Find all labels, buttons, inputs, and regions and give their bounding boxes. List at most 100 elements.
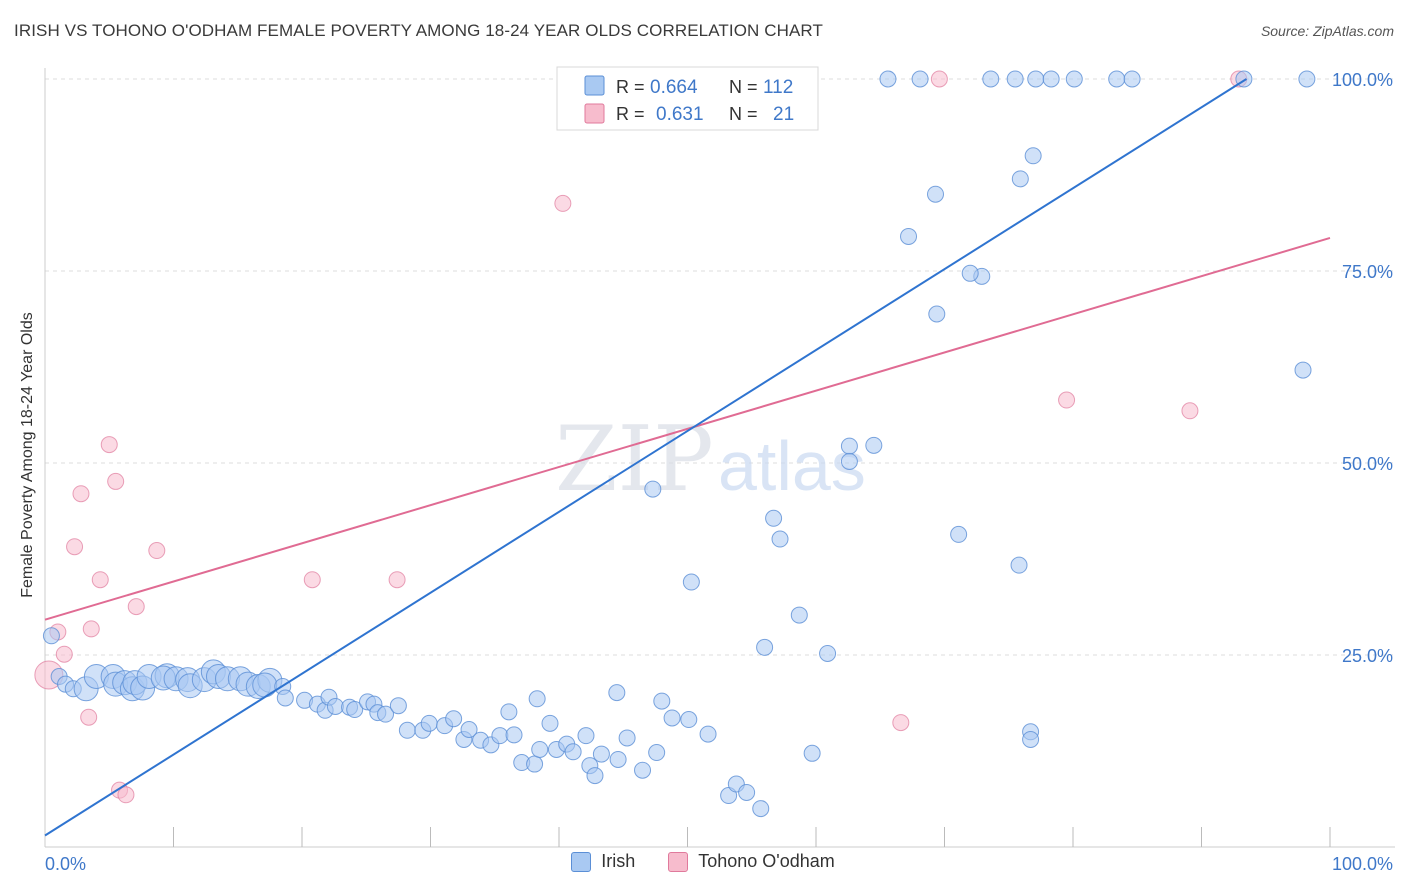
stats-legend-irish-n-value: 112 (763, 77, 793, 98)
point-irish (1065, 70, 1083, 88)
point-irish (911, 70, 929, 88)
watermark-zip: ZIP (555, 407, 714, 512)
stats-legend-tohono-swatch (584, 103, 605, 124)
point-irish (865, 436, 883, 454)
stats-legend-tohono-n-value: 21 (773, 104, 794, 125)
point-irish (460, 720, 478, 738)
legend-label-tohono: Tohono O'odham (698, 851, 835, 871)
legend-swatch-irish (571, 851, 592, 872)
stats-legend-irish-r-value: 0.664 (650, 77, 698, 98)
point-tohono (91, 571, 109, 589)
x-tick-label: 100.0% (1332, 854, 1393, 874)
point-tohono (148, 542, 166, 560)
point-tohono (55, 645, 73, 663)
point-irish (879, 70, 897, 88)
point-irish (840, 437, 858, 455)
point-irish (756, 638, 774, 656)
tick-labels: 25.0% 50.0% 75.0% 100.0% 0.0% 100.0% (45, 70, 1393, 874)
point-irish (1027, 70, 1045, 88)
point-irish (1108, 70, 1126, 88)
point-irish (577, 727, 595, 745)
point-irish (644, 480, 662, 498)
point-tohono (554, 194, 572, 212)
point-irish (252, 672, 278, 698)
point-irish (420, 714, 438, 732)
point-irish (528, 690, 546, 708)
point-irish (663, 709, 681, 727)
point-irish (564, 743, 582, 761)
y-tick-label: 25.0% (1342, 646, 1393, 666)
stats-legend-irish-n-label: N = (729, 77, 758, 97)
point-irish (1294, 361, 1312, 379)
point-tohono (107, 472, 125, 490)
stats-legend-tohono-n-label: N = (729, 104, 758, 124)
point-irish (326, 697, 344, 715)
point-irish (608, 684, 626, 702)
point-irish (634, 761, 652, 779)
point-irish (738, 783, 756, 801)
stats-legend-irish-swatch (584, 75, 605, 96)
point-irish (771, 530, 789, 548)
point-tohono (127, 598, 145, 616)
point-tohono (72, 485, 90, 503)
point-tohono (82, 620, 100, 638)
point-irish (840, 452, 858, 470)
point-irish (961, 264, 979, 282)
x-tick-label: 0.0% (45, 854, 86, 874)
point-irish (609, 750, 627, 768)
trendline-irish (44, 78, 1248, 837)
stats-legend-tohono-r-label: R = (616, 104, 645, 124)
bottom-legend: Irish Tohono O'odham (0, 851, 1406, 877)
point-irish (950, 525, 968, 543)
series-irish-points (42, 70, 1316, 818)
trendlines (44, 78, 1331, 837)
legend-label-irish: Irish (601, 851, 636, 871)
watermark-atlas: atlas (718, 427, 866, 505)
point-irish (682, 573, 700, 591)
source-credit: Source: ZipAtlas.com (1260, 23, 1394, 39)
point-irish (752, 800, 770, 818)
point-tohono (100, 436, 118, 454)
point-irish (445, 710, 463, 728)
point-irish (699, 725, 717, 743)
point-irish (819, 644, 837, 662)
point-irish (398, 721, 416, 739)
point-irish (1011, 170, 1029, 188)
point-irish (765, 509, 783, 527)
point-irish (42, 627, 60, 645)
point-tohono (1181, 402, 1199, 420)
point-irish (680, 711, 698, 729)
point-tohono (388, 571, 406, 589)
point-irish (1010, 556, 1028, 574)
point-irish (900, 227, 918, 245)
point-tohono (303, 571, 321, 589)
y-tick-label: 100.0% (1332, 70, 1393, 90)
point-irish (541, 714, 559, 732)
axes (44, 68, 1395, 848)
point-irish (346, 701, 364, 719)
point-irish (928, 305, 946, 323)
point-irish (1298, 70, 1316, 88)
point-irish (648, 744, 666, 762)
trendline-tohono (44, 237, 1331, 621)
stats-legend: R = 0.664 N = 112 R = 0.631 N = 21 (556, 66, 819, 131)
y-axis-label: Female Poverty Among 18-24 Year Olds (19, 312, 36, 598)
point-irish (927, 185, 945, 203)
point-irish (531, 740, 549, 758)
point-irish (500, 703, 518, 721)
point-irish (1042, 70, 1060, 88)
chart-title: IRISH VS TOHONO O'ODHAM FEMALE POVERTY A… (14, 21, 823, 40)
point-irish (1024, 147, 1042, 165)
point-tohono (117, 786, 135, 804)
point-irish (1123, 70, 1141, 88)
point-irish (982, 70, 1000, 88)
point-irish (377, 705, 395, 723)
point-irish (790, 606, 808, 624)
point-irish (592, 745, 610, 763)
legend-item-tohono: Tohono O'odham (668, 851, 835, 872)
point-irish (1022, 730, 1040, 748)
point-tohono (930, 70, 948, 88)
point-irish (276, 689, 294, 707)
point-irish (1006, 70, 1024, 88)
